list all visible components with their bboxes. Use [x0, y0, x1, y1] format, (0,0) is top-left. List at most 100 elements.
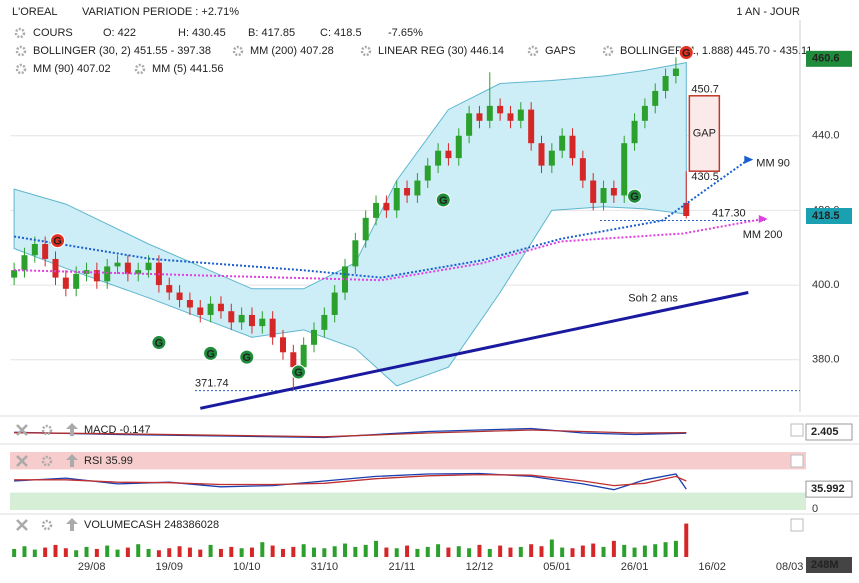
candle-body [590, 180, 597, 203]
gear-icon[interactable] [527, 45, 539, 57]
close-icon[interactable] [16, 519, 28, 531]
volume-bar [198, 549, 203, 557]
gear-icon[interactable] [232, 45, 244, 57]
candle-body [455, 135, 462, 159]
gear-icon[interactable] [360, 45, 372, 57]
volume-bar [477, 544, 482, 557]
signal-label: G [155, 337, 164, 349]
volume-bar [94, 548, 99, 557]
gap-top-label: 450.7 [691, 84, 719, 96]
signal[interactable] [203, 345, 219, 361]
value-tag [805, 423, 853, 441]
volume-bar [415, 548, 420, 557]
volume-bar [280, 548, 285, 557]
indicator-label[interactable]: GAPS [545, 45, 576, 57]
gear-icon[interactable] [41, 519, 53, 531]
variation: VARIATION PERIODE : +2.71% [82, 6, 239, 18]
gear-icon[interactable] [41, 455, 53, 467]
signal[interactable] [290, 364, 306, 380]
signal[interactable] [50, 233, 66, 249]
trendline [199, 291, 749, 410]
close-icon[interactable] [16, 424, 28, 436]
volume-bar [518, 546, 523, 557]
gear-icon[interactable] [134, 63, 146, 75]
candle-body [228, 311, 235, 323]
panel-checkbox[interactable] [790, 423, 804, 437]
gear-icon[interactable] [41, 424, 53, 436]
volume-bar [570, 548, 575, 557]
volume-bar [312, 547, 317, 557]
volume-bar [384, 547, 389, 557]
gear-icon[interactable] [602, 45, 614, 57]
volume-bar [508, 547, 513, 557]
panel-label: MACD -0.147 [84, 424, 151, 436]
candle-body [393, 188, 400, 211]
indicator-label[interactable]: LINEAR REG (30) 446.14 [378, 45, 504, 57]
panel-label: VOLUMECASH 248386028 [84, 519, 219, 531]
candle-body [652, 90, 659, 106]
volume-bar [632, 547, 637, 557]
candle-body [145, 262, 152, 271]
candle-body [373, 202, 380, 218]
close-icon[interactable] [16, 455, 28, 467]
x-tick-label: 08/03 [776, 561, 804, 573]
candle-body [42, 244, 49, 259]
candle-body [62, 277, 69, 289]
volume-bar [436, 544, 441, 557]
indicator-label[interactable]: MM (5) 441.56 [152, 63, 224, 75]
signal[interactable] [239, 349, 255, 365]
x-tick-label: 16/02 [698, 561, 726, 573]
value-tag [806, 557, 852, 573]
indicator-line [14, 427, 687, 439]
candle-body [186, 300, 193, 308]
volume-bar [22, 546, 27, 557]
candle-body [135, 270, 142, 274]
signal[interactable] [627, 188, 643, 204]
gear-icon[interactable] [14, 27, 26, 39]
volume-bar [539, 546, 544, 557]
move-icon[interactable] [66, 423, 78, 436]
volume-bar [425, 546, 430, 557]
x-tick-label: 31/10 [311, 561, 339, 573]
zone [10, 452, 806, 470]
x-tick-label: 21/11 [389, 561, 416, 573]
period[interactable]: 1 AN - JOUR [736, 6, 800, 18]
move-icon[interactable] [66, 454, 78, 467]
move-icon[interactable] [66, 518, 78, 531]
series-label: MM 90 [756, 158, 790, 170]
volume-bar [653, 544, 658, 557]
signal[interactable] [435, 192, 451, 208]
volume-bar [684, 523, 689, 557]
indicator-line [14, 473, 687, 487]
candle-body [217, 303, 224, 312]
quote-item: O: 422 [103, 27, 136, 39]
gear-icon[interactable] [15, 45, 27, 57]
price-tag [806, 208, 852, 224]
signal-label: G [53, 236, 62, 248]
indicator-label[interactable]: BOLLINGER (1, 1.888) 445.70 - 435.11 [620, 45, 812, 57]
volume-bar [529, 544, 534, 557]
candle-body [476, 113, 483, 121]
candle-body [93, 270, 100, 282]
candle-body [300, 344, 307, 368]
moving-average [14, 218, 763, 282]
panel-checkbox[interactable] [790, 518, 804, 532]
signal[interactable] [151, 335, 167, 351]
indicator-label[interactable]: BOLLINGER (30, 2) 451.55 - 397.38 [33, 45, 211, 57]
candle-body [445, 150, 452, 159]
zone [10, 492, 806, 510]
value-tag-label: 2.405 [811, 426, 839, 438]
candle-body [383, 202, 390, 211]
gear-icon[interactable] [15, 63, 27, 75]
signal[interactable] [678, 44, 694, 60]
panel-checkbox[interactable] [790, 454, 804, 468]
x-tick-label: 10/10 [233, 561, 261, 573]
volume-bar [208, 544, 213, 557]
candle-body [342, 266, 349, 293]
indicator-label[interactable]: MM (90) 407.02 [33, 63, 111, 75]
price-tag [806, 50, 852, 67]
volume-bar [187, 547, 192, 557]
volume-bar [456, 546, 461, 557]
candle-body [114, 262, 121, 267]
indicator-label[interactable]: MM (200) 407.28 [250, 45, 334, 57]
